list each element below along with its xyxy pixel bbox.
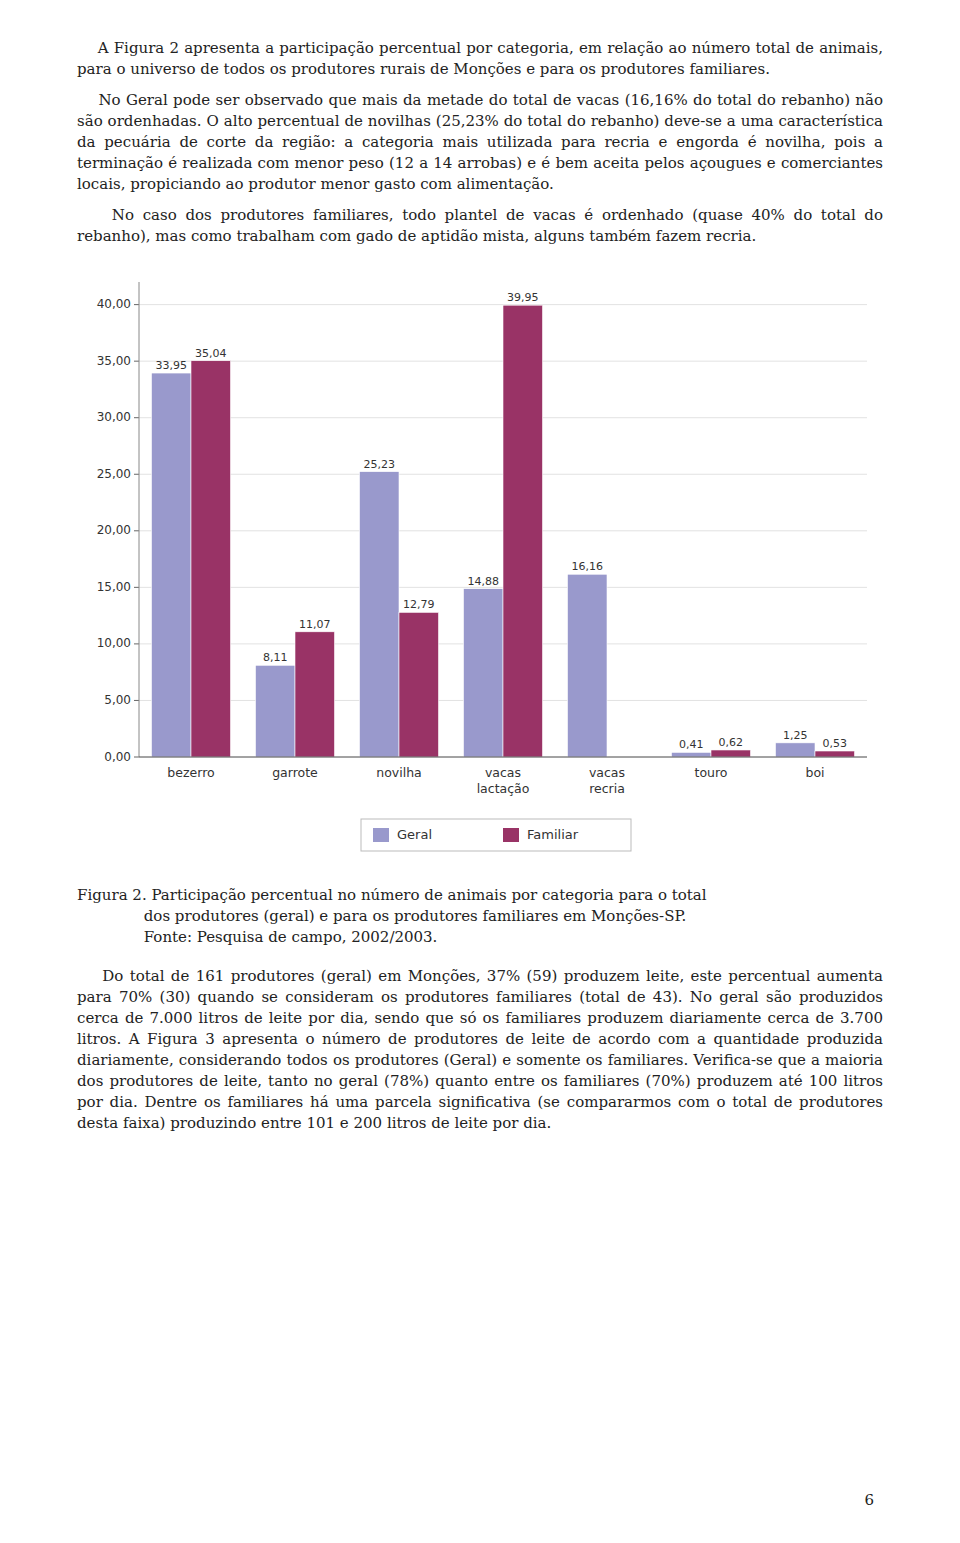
x-ticks: bezerrogarrotenovilhavacaslactaçãovacasr…	[167, 765, 824, 796]
x-tick-label: vacasrecria	[589, 765, 625, 796]
y-tick	[134, 587, 139, 588]
y-tick-label: 40,00	[97, 297, 131, 311]
legend-label: Familiar	[527, 827, 579, 842]
bar	[503, 305, 543, 757]
x-tick-label-line: vacas	[589, 765, 625, 780]
bar	[671, 752, 711, 757]
data-label: 16,16	[571, 560, 603, 573]
x-tick-label: boi	[805, 765, 824, 780]
y-tick	[134, 304, 139, 305]
data-label: 1,25	[783, 729, 808, 742]
y-tick-label: 15,00	[97, 580, 131, 594]
paragraph: No Geral pode ser observado que mais da …	[77, 90, 883, 195]
data-label: 33,95	[155, 359, 187, 372]
legend-swatch	[373, 828, 389, 842]
y-tick	[134, 361, 139, 362]
data-label: 14,88	[467, 575, 499, 588]
y-tick-label: 35,00	[97, 354, 131, 368]
grid: 0,00 5,00 10,00 15,00 20,00 25,00 30,00 35,00 40…	[97, 297, 867, 763]
bar	[463, 589, 503, 757]
y-tick	[134, 417, 139, 418]
x-tick-label-line: bezerro	[167, 765, 214, 780]
bar	[815, 751, 855, 757]
chart: 0,00 5,00 10,00 15,00 20,00 25,00 30,00 35,00 40…	[77, 257, 883, 877]
x-tick-label-line: recria	[589, 781, 625, 796]
x-axis	[139, 757, 867, 758]
y-tick-label: 20,00	[97, 523, 131, 537]
paragraph: A Figura 2 apresenta a participação perc…	[77, 38, 883, 80]
y-tick	[134, 530, 139, 531]
legend-label: Geral	[397, 827, 432, 842]
x-tick-label: vacaslactação	[477, 765, 530, 796]
y-axis	[139, 282, 140, 757]
data-label: 12,79	[403, 598, 435, 611]
x-tick-label-line: lactação	[477, 781, 530, 796]
bar	[151, 373, 191, 757]
data-label: 0,53	[823, 737, 848, 750]
x-tick-label-line: boi	[805, 765, 824, 780]
x-tick-label-line: garrote	[272, 765, 318, 780]
page-number: 6	[864, 1491, 874, 1509]
bar	[191, 361, 231, 757]
data-label: 39,95	[507, 291, 539, 304]
y-tick	[134, 757, 139, 758]
legend-swatch	[503, 828, 519, 842]
caption: Figura 2. Participação percentual no núm…	[77, 885, 883, 948]
y-tick-label: 25,00	[97, 467, 131, 481]
bar	[359, 472, 399, 757]
data-label: 0,41	[679, 738, 704, 751]
page-body: A Figura 2 apresenta a participação perc…	[77, 38, 883, 1144]
x-tick-label: touro	[695, 765, 728, 780]
data-label: 8,11	[263, 651, 288, 664]
y-tick	[134, 643, 139, 644]
legend: Geral Familiar	[361, 819, 631, 851]
x-tick-label-line: novilha	[376, 765, 422, 780]
data-label: 35,04	[195, 347, 227, 360]
grid-line	[139, 757, 867, 758]
bar	[775, 743, 815, 757]
y-tick	[134, 474, 139, 475]
x-tick-label: bezerro	[167, 765, 214, 780]
data-labels: 33,95 8,11 25,23 14,88 16,16 0,41 1,25 35,04 11,…	[155, 291, 847, 751]
legend-frame	[361, 819, 631, 851]
bar	[255, 665, 295, 757]
data-label: 11,07	[299, 618, 331, 631]
page: {"chart_data": {"type": "bar", "title": …	[0, 0, 960, 1543]
paragraph: No caso dos produtores familiares, todo …	[77, 205, 883, 247]
bar	[399, 612, 439, 757]
bar	[711, 750, 751, 757]
x-tick-label-line: touro	[695, 765, 728, 780]
x-tick-label: garrote	[272, 765, 318, 780]
bar	[567, 574, 607, 757]
y-tick	[134, 700, 139, 701]
y-tick-label: 5,00	[104, 693, 131, 707]
data-label: 0,62	[719, 736, 744, 749]
data-label: 25,23	[363, 458, 395, 471]
bars	[151, 305, 854, 757]
x-tick-label-line: vacas	[485, 765, 521, 780]
x-tick-label: novilha	[376, 765, 422, 780]
y-tick-label: 10,00	[97, 636, 131, 650]
paragraph: Do total de 161 produtores (geral) em Mo…	[77, 966, 883, 1134]
bar	[295, 632, 335, 757]
y-tick-label: 0,00	[104, 750, 131, 764]
y-tick-label: 30,00	[97, 410, 131, 424]
